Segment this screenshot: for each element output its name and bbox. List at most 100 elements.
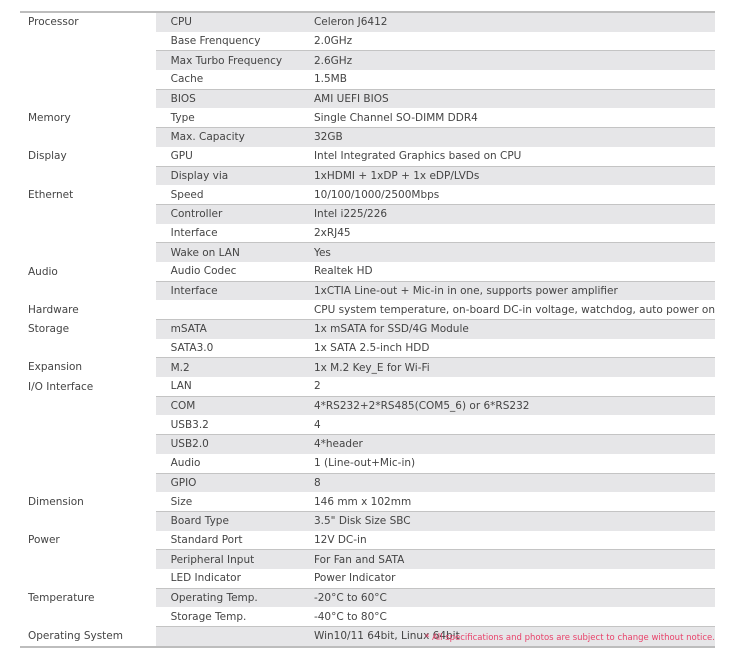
spec-row: USB2.0 4*header <box>20 434 715 454</box>
spec-row: Expansion M.2 1x M.2 Key_E for Wi-Fi <box>20 357 715 378</box>
spec-row: Operating System Win10/11 64bit, Linux 64… <box>20 625 715 647</box>
spec-field: GPU <box>170 150 193 163</box>
spec-category: Memory <box>28 112 71 125</box>
spec-category <box>20 435 156 454</box>
spec-row: Power Standard Port 12V DC-in <box>20 531 715 550</box>
spec-field: mSATA <box>155 318 298 339</box>
spec-field: Base Frenquency <box>170 35 261 48</box>
spec-value: Power Indicator <box>313 572 396 585</box>
spec-row: Display GPU Intel Integrated Graphics base… <box>20 147 715 166</box>
spec-value: 12V DC-in <box>313 533 367 546</box>
spec-category <box>20 511 156 530</box>
spec-value: Single Channel SO-DIMM DDR4 <box>313 111 478 124</box>
spec-category <box>20 204 156 223</box>
spec-value: For Fan and SATA <box>297 549 715 569</box>
spec-field: M.2 <box>155 357 298 378</box>
spec-row: Interface 2xRJ45 <box>20 224 715 243</box>
spec-row: GPIO 8 <box>20 472 715 493</box>
spec-row: Display via 1xHDMI + 1xDP + 1x eDP/LVDs <box>20 165 715 186</box>
spec-category: Temperature <box>28 591 95 604</box>
spec-row: Storage Temp. -40°C to 80°C <box>20 607 715 626</box>
spec-value: AMI UEFI BIOS <box>297 88 715 109</box>
spec-field: Interface <box>155 280 298 301</box>
spec-value: 1.5MB <box>313 73 347 86</box>
spec-category <box>20 415 156 434</box>
spec-row: USB3.2 4 <box>20 415 715 434</box>
spec-value: 2 <box>313 380 321 393</box>
spec-value: 32GB <box>297 127 715 147</box>
spec-field: Audio Codec <box>170 265 237 278</box>
spec-category: Storage <box>28 323 70 336</box>
spec-field: USB2.0 <box>155 434 298 454</box>
spec-category <box>20 281 156 300</box>
spec-category <box>20 166 156 185</box>
spec-row: SATA3.0 1x SATA 2.5-inch HDD <box>20 339 715 358</box>
spec-value: 146 mm x 102mm <box>313 495 412 508</box>
spec-field: Storage Temp. <box>170 610 247 623</box>
spec-category <box>20 607 156 626</box>
spec-row: Controller Intel i225/226 <box>20 203 715 224</box>
spec-row: Audio 1 (Line-out+Mic-in) <box>20 454 715 473</box>
spec-value: 4*header <box>297 434 715 454</box>
spec-field: Wake on LAN <box>155 242 298 262</box>
spec-category: I/O Interface <box>28 380 94 393</box>
spec-category <box>20 243 156 262</box>
spec-value: 8 <box>297 472 715 493</box>
spec-value: 1xHDMI + 1xDP + 1x eDP/LVDs <box>297 165 715 186</box>
spec-value: 1x SATA 2.5-inch HDD <box>313 342 430 355</box>
spec-category <box>20 32 156 51</box>
spec-row: I/O Interface LAN 2 <box>20 377 715 396</box>
spec-field: COM <box>155 395 298 416</box>
spec-value: Realtek HD <box>313 265 373 278</box>
spec-value: 1xCTIA Line-out + Mic-in in one, support… <box>297 280 715 301</box>
spec-value: 4*RS232+2*RS485(COM5_6) or 6*RS232 <box>297 395 715 416</box>
spec-value: 1x mSATA for SSD/4G Module <box>297 318 715 339</box>
spec-field: Type <box>170 111 195 124</box>
spec-field: Controller <box>155 203 298 224</box>
spec-row: Temperature Operating Temp. -20°C to 60°C <box>20 587 715 608</box>
spec-row: BIOS AMI UEFI BIOS <box>20 88 715 109</box>
spec-value: 2.0GHz <box>313 35 353 48</box>
spec-value: 4 <box>313 418 321 431</box>
spec-category <box>20 89 156 108</box>
spec-value: 2xRJ45 <box>313 226 351 239</box>
spec-value: 3.5" Disk Size SBC <box>297 510 715 531</box>
spec-row: Audio Audio Codec Realtek HD <box>20 262 715 281</box>
spec-table: Processor CPU Celeron J6412 Base Frenquency… <box>20 11 715 648</box>
spec-field: Display via <box>155 165 298 186</box>
spec-field: Standard Port <box>170 533 243 546</box>
disclaimer-note: * All specifications and photos are subj… <box>425 633 715 643</box>
spec-row: Interface 1xCTIA Line-out + Mic-in in one… <box>20 280 715 301</box>
spec-category: Display <box>28 150 67 163</box>
spec-value: 10/100/1000/2500Mbps <box>313 188 440 201</box>
spec-category: Ethernet <box>28 188 74 201</box>
spec-field: Max Turbo Frequency <box>155 50 298 71</box>
spec-category <box>20 339 156 358</box>
spec-field: Max. Capacity <box>155 127 298 147</box>
spec-category <box>20 396 156 415</box>
spec-row: Processor CPU Celeron J6412 <box>20 11 715 32</box>
spec-category: Audio <box>28 265 58 278</box>
spec-row: LED Indicator Power Indicator <box>20 569 715 588</box>
spec-category: Expansion <box>28 361 83 374</box>
spec-row: Board Type 3.5" Disk Size SBC <box>20 510 715 531</box>
spec-category: Power <box>28 534 60 547</box>
spec-field: Interface <box>170 226 218 239</box>
spec-field: LED Indicator <box>170 572 241 585</box>
spec-category: Processor <box>28 16 79 29</box>
spec-value: 1 (Line-out+Mic-in) <box>313 457 416 470</box>
spec-row: Max. Capacity 32GB <box>20 127 715 147</box>
spec-category <box>20 454 156 473</box>
spec-field: Board Type <box>155 510 298 531</box>
spec-value: 2.6GHz <box>297 50 715 71</box>
spec-row: Storage mSATA 1x mSATA for SSD/4G Module <box>20 318 715 339</box>
spec-category: Hardware <box>28 303 79 316</box>
spec-value: Win10/11 64bit, Linux 64bit <box>297 625 715 647</box>
spec-category <box>20 70 156 89</box>
spec-row: COM 4*RS232+2*RS485(COM5_6) or 6*RS232 <box>20 395 715 416</box>
spec-field: USB3.2 <box>170 418 209 431</box>
spec-value: -20°C to 60°C <box>297 587 715 608</box>
spec-field: Speed <box>170 188 204 201</box>
spec-value: 1x M.2 Key_E for Wi-Fi <box>297 357 715 378</box>
spec-field: Cache <box>170 73 204 86</box>
